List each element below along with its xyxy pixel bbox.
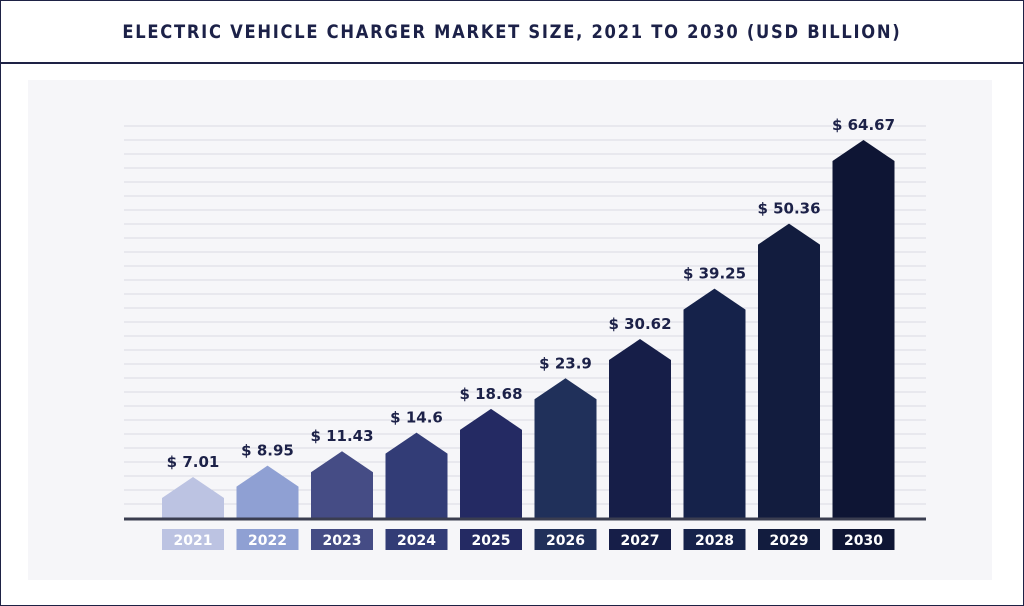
title-bar: ELECTRIC VEHICLE CHARGER MARKET SIZE, 20… [1, 1, 1023, 64]
x-tick-label-2022: 2022 [248, 533, 287, 549]
data-label-2024: $ 14.6 [390, 409, 443, 427]
year-tag-2029 [758, 529, 820, 550]
x-tick-label-2027: 2027 [621, 533, 660, 549]
bar-2026 [534, 378, 597, 518]
data-label-2028: $ 39.25 [683, 265, 746, 283]
data-label-2023: $ 11.43 [310, 427, 373, 445]
data-label-2029: $ 50.36 [757, 200, 820, 218]
x-tick-label-2029: 2029 [770, 533, 809, 549]
bar-2022 [236, 465, 299, 518]
data-label-2025: $ 18.68 [459, 385, 522, 403]
data-label-2021: $ 7.01 [167, 453, 220, 471]
data-label-2026: $ 23.9 [539, 354, 592, 372]
bar-2030 [832, 140, 895, 518]
year-tag-2028 [683, 529, 746, 550]
year-tag-2022 [236, 529, 299, 550]
bar-2023 [311, 451, 373, 518]
bar-2021 [162, 477, 224, 518]
bar-2029 [758, 223, 820, 518]
x-tick-label-2025: 2025 [472, 533, 511, 549]
year-tag-2024 [385, 529, 448, 550]
bar-2028 [683, 288, 746, 518]
year-tag-2026 [534, 529, 597, 550]
data-label-2022: $ 8.95 [241, 442, 294, 460]
year-tag-2027 [609, 529, 671, 550]
x-tick-label-2024: 2024 [397, 533, 436, 549]
year-tag-2023 [311, 529, 373, 550]
year-tag-2021 [162, 529, 224, 550]
year-tag-2025 [460, 529, 522, 550]
bar-2025 [460, 408, 522, 518]
year-tag-2030 [832, 529, 895, 550]
x-tick-label-2021: 2021 [174, 533, 213, 549]
x-tick-label-2028: 2028 [695, 533, 734, 549]
x-tick-label-2026: 2026 [546, 533, 585, 549]
x-tick-label-2023: 2023 [323, 533, 362, 549]
bar-2024 [385, 432, 448, 518]
data-label-2030: $ 64.67 [832, 116, 895, 134]
x-tick-label-2030: 2030 [844, 533, 883, 549]
chart-title: ELECTRIC VEHICLE CHARGER MARKET SIZE, 20… [122, 20, 902, 43]
bar-2027 [609, 339, 671, 518]
data-label-2027: $ 30.62 [608, 315, 671, 333]
